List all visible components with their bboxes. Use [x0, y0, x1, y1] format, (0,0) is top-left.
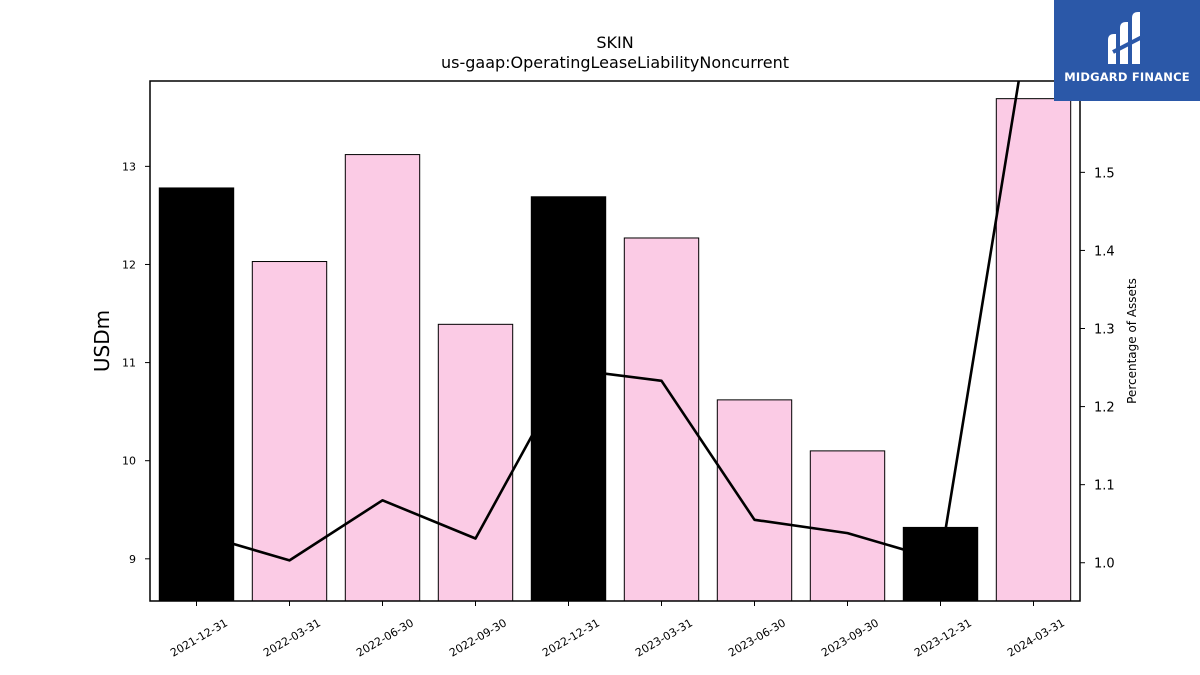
chart-subtitle: us-gaap:OperatingLeaseLiabilityNoncurren… [441, 53, 789, 72]
y2-tick-label-1.3: 1.3 [1094, 323, 1115, 338]
bar-2022-03-31 [251, 261, 328, 601]
logo-mark-icon [1108, 12, 1145, 64]
x-tick-label-2023-12-31: 2023-12-31 [912, 616, 974, 659]
bar-2021-12-31 [158, 187, 235, 601]
bar-2023-06-30 [716, 399, 793, 601]
y2-tick-label-1.2: 1.2 [1094, 401, 1115, 416]
y-tick-label-11: 11 [122, 357, 136, 370]
y-tick-label-10: 10 [122, 455, 136, 468]
y-tick-label-9: 9 [129, 553, 136, 566]
x-tick-label-2023-06-30: 2023-06-30 [726, 616, 788, 659]
x-tick-label-2022-12-31: 2022-12-31 [540, 616, 602, 659]
x-tick-label-2022-06-30: 2022-06-30 [354, 616, 416, 659]
y-tick-label-12: 12 [122, 258, 136, 271]
midgard-finance-logo: MIDGARD FINANCE [1054, 0, 1200, 101]
bar-2023-12-31 [902, 526, 979, 601]
percentage-of-assets-line [196, 81, 1021, 562]
plot-frame [149, 80, 1081, 602]
logo-text: MIDGARD FINANCE [1064, 70, 1190, 84]
bar-2022-09-30 [437, 323, 514, 601]
y2-tick-label-1.1: 1.1 [1094, 479, 1115, 494]
x-tick-label-2022-03-31: 2022-03-31 [261, 616, 323, 659]
x-tick-label-2023-03-31: 2023-03-31 [633, 616, 695, 659]
y2-tick-label-1.5: 1.5 [1094, 166, 1115, 181]
bar-2022-06-30 [344, 154, 421, 601]
bar-2024-03-31 [995, 98, 1072, 601]
y2-axis-label: Percentage of Assets [1125, 278, 1139, 404]
x-tick-label-2022-09-30: 2022-09-30 [447, 616, 509, 659]
y-tick-label-13: 13 [122, 160, 136, 173]
bar-2022-12-31 [530, 196, 607, 601]
x-tick-label-2024-03-31: 2024-03-31 [1005, 616, 1067, 659]
x-tick-label-2021-12-31: 2021-12-31 [168, 616, 230, 659]
y-axis-label: USDm [90, 310, 114, 372]
x-tick-label-2023-09-30: 2023-09-30 [819, 616, 881, 659]
y2-tick-label-1.0: 1.0 [1094, 557, 1115, 572]
chart-title: SKIN [596, 33, 633, 52]
bar-2023-09-30 [809, 450, 886, 601]
y2-tick-label-1.4: 1.4 [1094, 244, 1115, 259]
